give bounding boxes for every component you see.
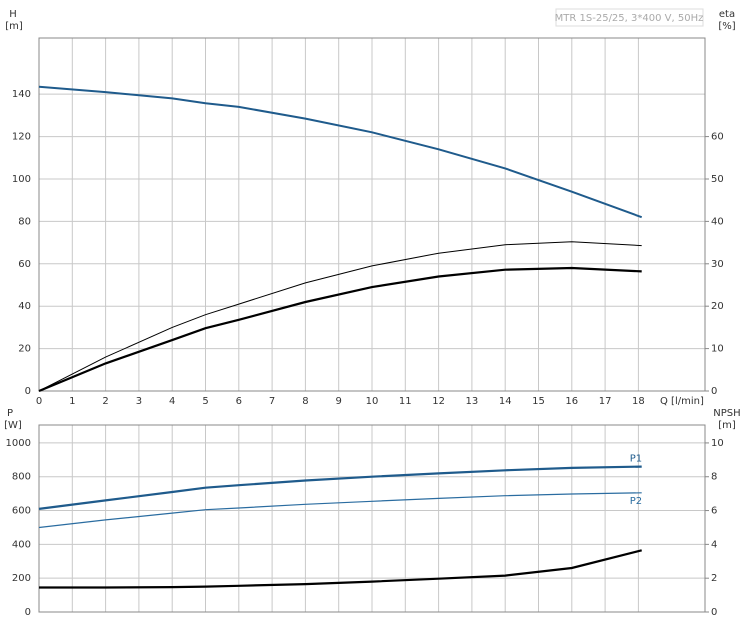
y-axis-unit: [W] <box>4 420 22 431</box>
y-tick-label: 1000 <box>6 438 31 449</box>
x-tick-label: 2 <box>102 396 108 407</box>
x-tick-label: 9 <box>336 396 342 407</box>
y-tick-label: 60 <box>18 259 31 270</box>
y-tick-label: 120 <box>12 132 31 143</box>
y2-tick-label: 0 <box>711 607 717 618</box>
title-box <box>555 8 704 27</box>
y-axis-label: H <box>9 9 17 20</box>
y-tick-label: 400 <box>12 539 31 550</box>
chart-title: MTR 1S-25/25, 3*400 V, 50Hz <box>555 13 704 24</box>
y-tick-label: 800 <box>12 472 31 483</box>
x-tick-label: 6 <box>236 396 242 407</box>
y-tick-label: 0 <box>25 386 31 397</box>
y-tick-label: 100 <box>12 174 31 185</box>
x-tick-label: 11 <box>399 396 412 407</box>
y2-tick-label: 20 <box>711 301 724 312</box>
y2-tick-label: 30 <box>711 259 724 270</box>
y-tick-label: 600 <box>12 506 31 517</box>
y2-tick-label: 0 <box>711 386 717 397</box>
y-axis-unit: [m] <box>5 21 23 32</box>
x-tick-label: 7 <box>269 396 275 407</box>
y-tick-label: 20 <box>18 344 31 355</box>
y2-tick-label: 10 <box>711 344 724 355</box>
curve <box>38 492 642 529</box>
x-tick-label: 17 <box>599 396 612 407</box>
x-tick-label: 0 <box>36 396 42 407</box>
y2-tick-label: 10 <box>711 438 724 449</box>
y2-tick-label: 8 <box>711 472 717 483</box>
y2-axis-label: eta <box>719 9 735 20</box>
x-tick-label: 13 <box>466 396 479 407</box>
plot-frame <box>38 37 706 392</box>
x-tick-label: 8 <box>302 396 308 407</box>
curve <box>39 549 642 589</box>
y2-axis-unit: [m] <box>718 420 736 431</box>
x-tick-label: 16 <box>565 396 578 407</box>
curve <box>38 85 643 219</box>
y-tick-label: 200 <box>12 573 31 584</box>
x-tick-label: 5 <box>202 396 208 407</box>
x-tick-label: 12 <box>432 396 445 407</box>
curve <box>38 241 642 392</box>
y2-tick-label: 40 <box>711 216 724 227</box>
curve <box>38 465 642 510</box>
y2-axis-unit: [%] <box>718 21 735 32</box>
x-axis-label: Q [l/min] <box>660 396 704 407</box>
y2-tick-label: 60 <box>711 132 724 143</box>
curve <box>38 266 642 393</box>
x-tick-label: 18 <box>632 396 645 407</box>
y2-tick-label: 4 <box>711 539 717 550</box>
series-label: P1 <box>630 454 642 465</box>
x-tick-label: 1 <box>69 396 75 407</box>
y2-axis-label: NPSH <box>713 408 740 419</box>
series-label: P2 <box>630 496 642 507</box>
plot-frame <box>38 424 706 613</box>
y2-tick-label: 2 <box>711 573 717 584</box>
y-axis-label: P <box>7 408 13 419</box>
y2-tick-label: 6 <box>711 506 717 517</box>
x-tick-label: 10 <box>366 396 379 407</box>
y-tick-label: 40 <box>18 301 31 312</box>
y-tick-label: 0 <box>25 607 31 618</box>
x-tick-label: 14 <box>499 396 512 407</box>
y-tick-label: 140 <box>12 89 31 100</box>
x-tick-label: 3 <box>136 396 142 407</box>
y-tick-label: 80 <box>18 216 31 227</box>
x-tick-label: 4 <box>169 396 175 407</box>
y2-tick-label: 50 <box>711 174 724 185</box>
x-tick-label: 15 <box>532 396 545 407</box>
